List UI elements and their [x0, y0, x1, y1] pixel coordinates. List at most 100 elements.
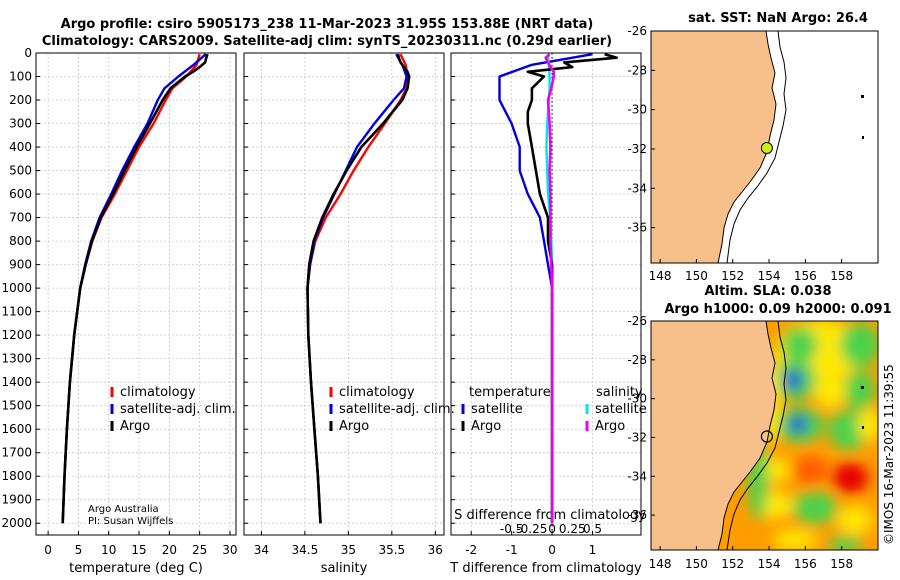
legend-label-argo: Argo — [339, 419, 369, 434]
legend-label-climatology: climatology — [339, 385, 415, 400]
map-y-tick-label: -32 — [627, 142, 647, 156]
x-axis-label-top: S difference from climatology — [454, 508, 646, 523]
map-x-tick-label: 158 — [830, 557, 853, 571]
sla-map-title-line1: Altim. SLA: 0.038 — [705, 284, 832, 299]
sla-map-title-line2: Argo h1000: 0.09 h2000: 0.091 — [664, 302, 891, 317]
temperature-legend: climatology satellite-adj. clim. Argo — [110, 385, 236, 434]
series-line-salinity-argo — [544, 53, 556, 524]
y-tick-label: 1700 — [1, 446, 32, 460]
x-axis-label: salinity — [321, 561, 368, 576]
x-tick-label: 36 — [428, 543, 443, 557]
header-line1: Argo profile: csiro 5905173_238 11-Mar-2… — [61, 17, 594, 32]
x-tick-label: 0 — [44, 543, 52, 557]
shelf-contour — [726, 31, 787, 263]
map-y-tick-label: -28 — [627, 353, 647, 367]
legend-label-satellite: satellite-adj. clim. — [120, 402, 236, 417]
map-x-tick-label: 152 — [721, 269, 744, 283]
y-tick-label: 1600 — [1, 422, 32, 436]
x-tick-label: 20 — [162, 543, 177, 557]
map-y-tick-label: -36 — [627, 221, 647, 235]
y-tick-label: 2000 — [1, 516, 32, 530]
sst-map: sat. SST: NaN Argo: 26.4 148 150 152 154 156… — [627, 11, 879, 283]
y-tick-label: 1400 — [1, 375, 32, 389]
x-tick-label: -2 — [465, 543, 477, 557]
salinity-panel: 34 34.5 35 35.5 36 salinity — [243, 52, 445, 576]
header-line2: Climatology: CARS2009. Satellite-adj cli… — [42, 34, 612, 49]
y-tick-label: 900 — [9, 258, 32, 272]
y-tick-label: 500 — [9, 164, 32, 178]
y-tick-label: 800 — [9, 234, 32, 248]
map-x-tick-label: 148 — [649, 269, 672, 283]
y-tick-label: 700 — [9, 211, 32, 225]
argo-float-marker — [760, 430, 774, 443]
legend-header-salinity: salinity — [596, 385, 643, 400]
sla-map-axes: 148 150 152 154 156 158 -36 -34 -32 -30 -28 -26 — [627, 314, 853, 571]
map-x-tick-label: 154 — [758, 557, 781, 571]
map-x-tick-label: 150 — [685, 557, 708, 571]
island-marker — [861, 95, 864, 98]
land — [651, 31, 777, 263]
island-marker — [862, 426, 864, 429]
map-y-tick-label: -36 — [627, 508, 647, 522]
x-tick-label: 10 — [101, 543, 116, 557]
sla-map: Altim. SLA: 0.038 Argo h1000: 0.09 h2000… — [627, 284, 891, 571]
plot-frame — [243, 52, 445, 536]
map-x-tick-label: 152 — [721, 557, 744, 571]
credits-line2: PI: Susan Wijffels — [88, 516, 173, 527]
map-y-tick-label: -26 — [627, 314, 647, 328]
y-tick-label: 400 — [9, 140, 32, 154]
x-top-tick-label: 0 — [548, 522, 556, 536]
y-tick-label: 1900 — [1, 493, 32, 507]
salinity-legend: climatology satellite-adj. clim. Argo — [329, 385, 455, 434]
plot-frame — [450, 52, 642, 536]
x-top-tick-label: -0.5 — [500, 522, 523, 536]
sst-map-frame — [650, 30, 879, 264]
temperature-panel: 0100200300400500600700800900100011001200… — [1, 46, 237, 576]
x-top-tick-label: 0.25 — [559, 522, 586, 536]
island-marker — [861, 386, 864, 389]
map-x-tick-label: 154 — [758, 269, 781, 283]
y-tick-label: 1800 — [1, 469, 32, 483]
y-tick-label: 1200 — [1, 328, 32, 342]
difference-legend: temperature salinity satellite Argo sate… — [461, 385, 647, 434]
x-tick-label: -1 — [506, 543, 518, 557]
x-top-tick-label: -0.25 — [516, 522, 547, 536]
island-marker — [862, 136, 864, 139]
legend-label-argo: Argo — [120, 419, 150, 434]
x-tick-label: 5 — [75, 543, 83, 557]
credits-line1: Argo Australia — [88, 504, 159, 515]
plot-frame — [35, 52, 237, 536]
timestamp: ©IMOS 16-Mar-2023 11:39:55 — [882, 364, 896, 545]
y-tick-label: 100 — [9, 70, 32, 84]
map-y-tick-label: -28 — [627, 63, 647, 77]
map-x-tick-label: 156 — [794, 557, 817, 571]
y-tick-label: 1100 — [1, 305, 32, 319]
x-tick-label: 34.5 — [292, 543, 319, 557]
y-tick-label: 1500 — [1, 399, 32, 413]
sla-heatmap — [651, 321, 878, 550]
legend-label-sal-satellite: satellite — [595, 402, 647, 417]
x-axis-label: temperature (deg C) — [69, 561, 203, 576]
map-y-tick-label: -30 — [627, 392, 647, 406]
difference-panel: -2 -1 0 1 T difference from climatology S dif… — [449, 52, 646, 576]
land — [651, 321, 777, 550]
x-tick-label: 1 — [589, 543, 597, 557]
x-axis-label: T difference from climatology — [449, 561, 642, 576]
plot-area — [36, 53, 236, 535]
y-tick-label: 0 — [24, 46, 32, 60]
argo-float-marker — [760, 142, 773, 154]
map-y-tick-label: -34 — [627, 181, 647, 195]
map-y-tick-label: -26 — [627, 24, 647, 38]
y-tick-label: 300 — [9, 117, 32, 131]
x-tick-label: 0 — [548, 543, 556, 557]
x-tick-label: 34 — [254, 543, 269, 557]
x-tick-label: 35 — [341, 543, 356, 557]
map-x-tick-label: 150 — [685, 269, 708, 283]
series-line-argo — [306, 53, 411, 524]
x-tick-label: 35.5 — [378, 543, 405, 557]
map-x-tick-label: 156 — [794, 269, 817, 283]
x-tick-label: 15 — [131, 543, 146, 557]
map-y-tick-label: -32 — [627, 430, 647, 444]
x-tick-label: 25 — [192, 543, 207, 557]
